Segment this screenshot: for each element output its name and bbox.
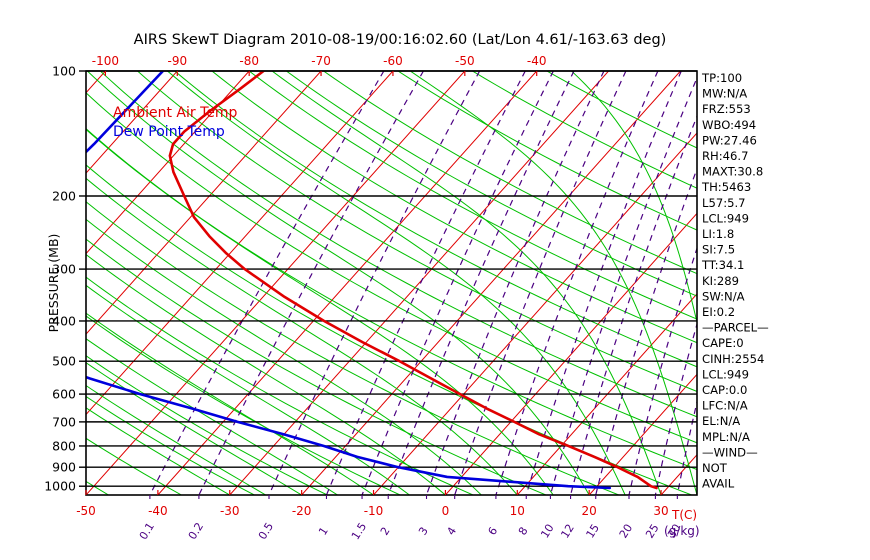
mixing-ratio-tick-label: 1.5 xyxy=(349,520,369,542)
bottom-temp-tick-label: 10 xyxy=(510,504,525,518)
bottom-temp-tick-label: -20 xyxy=(292,504,312,518)
stat-line: NOT xyxy=(702,461,728,475)
stat-line: AVAIL xyxy=(702,477,735,491)
stat-line: CINH:2554 xyxy=(702,352,764,366)
stat-line: EI:0.2 xyxy=(702,305,735,319)
temperature-axis-title: T(C) xyxy=(671,508,697,522)
top-temp-tick-label: -90 xyxy=(167,54,187,68)
moist-adiabat-grid xyxy=(86,71,697,495)
pressure-tick-label: 400 xyxy=(52,313,76,328)
stat-line: SI:7.5 xyxy=(702,243,735,257)
stat-line: MAXT:30.8 xyxy=(702,165,763,179)
profile-curves xyxy=(86,71,658,490)
plot-frame xyxy=(85,70,698,496)
stat-line: TP:100 xyxy=(701,71,742,85)
stat-line: CAP:0.0 xyxy=(702,383,747,397)
mixing-ratio-axis-title: (g/kg) xyxy=(664,524,700,538)
mixing-ratio-tick-label: 30 xyxy=(665,522,683,541)
bottom-temp-tick-label: -30 xyxy=(220,504,240,518)
stat-line: PW:27.46 xyxy=(702,133,757,147)
mixing-ratio-tick-label: 25 xyxy=(643,522,661,541)
top-temp-tick-label: -60 xyxy=(383,54,403,68)
top-temperature-ticks: -100 -90 -80 -70 -60 -50 -40 xyxy=(92,54,547,76)
stat-line: WBO:494 xyxy=(702,118,756,132)
mixing-ratio-grid xyxy=(149,71,697,495)
isobar-grid xyxy=(86,70,697,487)
legend-dew-point-temp: Dew Point Temp xyxy=(113,124,225,140)
stat-line: FRZ:553 xyxy=(702,102,751,116)
pressure-tick-label: 900 xyxy=(52,460,76,475)
top-temp-tick-label: -100 xyxy=(92,54,119,68)
mixing-ratio-tick-label: 2 xyxy=(378,525,393,538)
bottom-temp-tick-label: -50 xyxy=(76,504,96,518)
mixing-ratio-tick-label: 20 xyxy=(617,522,635,541)
mixing-ratio-ticks: 0.1 0.2 0.5 1 1.5 2 3 4 6 8 10 12 15 20 25 30 xyxy=(137,495,684,542)
top-temp-tick-label: -40 xyxy=(527,54,547,68)
pressure-axis-ticks: 100 200 300 400 500 600 700 800 900 1000 xyxy=(44,64,86,494)
stat-line: LCL:949 xyxy=(702,211,749,225)
ambient-temp-curve xyxy=(168,71,658,490)
stat-line: CAPE:0 xyxy=(702,336,744,350)
pressure-tick-label: 500 xyxy=(52,354,76,369)
stat-line: TH:5463 xyxy=(701,180,751,194)
mixing-ratio-tick-label: 0.5 xyxy=(256,520,276,542)
stat-line: TT:34.1 xyxy=(701,258,744,272)
mixing-ratio-tick-label: 6 xyxy=(486,525,501,538)
mixing-ratio-tick-label: 12 xyxy=(558,522,576,541)
stat-line: RH:46.7 xyxy=(702,149,749,163)
bottom-temperature-ticks: -50 -40 -30 -20 -10 0 10 20 30 xyxy=(76,490,669,518)
stat-line: LCL:949 xyxy=(702,367,749,381)
page-title: AIRS SkewT Diagram 2010-08-19/00:16:02.6… xyxy=(133,32,667,48)
pressure-tick-label: 600 xyxy=(52,387,76,402)
pressure-tick-label: 300 xyxy=(52,262,76,277)
stat-line: LI:1.8 xyxy=(702,227,734,241)
mixing-ratio-tick-label: 4 xyxy=(444,525,459,538)
bottom-temp-tick-label: 30 xyxy=(653,504,668,518)
mixing-ratio-tick-label: 3 xyxy=(416,525,431,538)
mixing-ratio-tick-label: 8 xyxy=(516,525,531,538)
bottom-temp-tick-label: 20 xyxy=(582,504,597,518)
bottom-temp-tick-label: 0 xyxy=(442,504,450,518)
stat-line: MPL:N/A xyxy=(702,430,750,444)
bottom-temp-tick-label: -10 xyxy=(364,504,384,518)
pressure-tick-label: 100 xyxy=(52,64,76,79)
stat-line: EL:N/A xyxy=(702,414,740,428)
pressure-tick-label: 800 xyxy=(52,438,76,453)
top-temp-tick-label: -50 xyxy=(455,54,475,68)
top-temp-tick-label: -70 xyxy=(311,54,331,68)
mixing-ratio-tick-label: 0.2 xyxy=(186,520,206,542)
top-temp-tick-label: -80 xyxy=(239,54,259,68)
pressure-tick-label: 200 xyxy=(52,188,76,203)
stat-line: MW:N/A xyxy=(702,87,747,101)
mixing-ratio-tick-label: 15 xyxy=(584,522,602,541)
pressure-tick-label: 1000 xyxy=(44,479,76,494)
stat-line: —WIND— xyxy=(702,445,758,459)
mixing-ratio-tick-label: 0.1 xyxy=(137,520,157,542)
legend-ambient-air-temp: Ambient Air Temp xyxy=(113,105,238,121)
stat-line: SW:N/A xyxy=(702,289,745,303)
stat-line: KI:289 xyxy=(702,274,739,288)
stat-line: LFC:N/A xyxy=(702,399,748,413)
bottom-temp-tick-label: -40 xyxy=(148,504,168,518)
mixing-ratio-tick-label: 1 xyxy=(316,525,331,538)
pressure-axis-title: PRESSURE (MB) xyxy=(46,234,61,333)
dew-point-curve xyxy=(86,71,612,490)
stat-line: —PARCEL— xyxy=(702,321,769,335)
pressure-tick-label: 700 xyxy=(52,414,76,429)
mixing-ratio-tick-label: 10 xyxy=(538,522,556,541)
stat-line: L57:5.7 xyxy=(702,196,746,210)
